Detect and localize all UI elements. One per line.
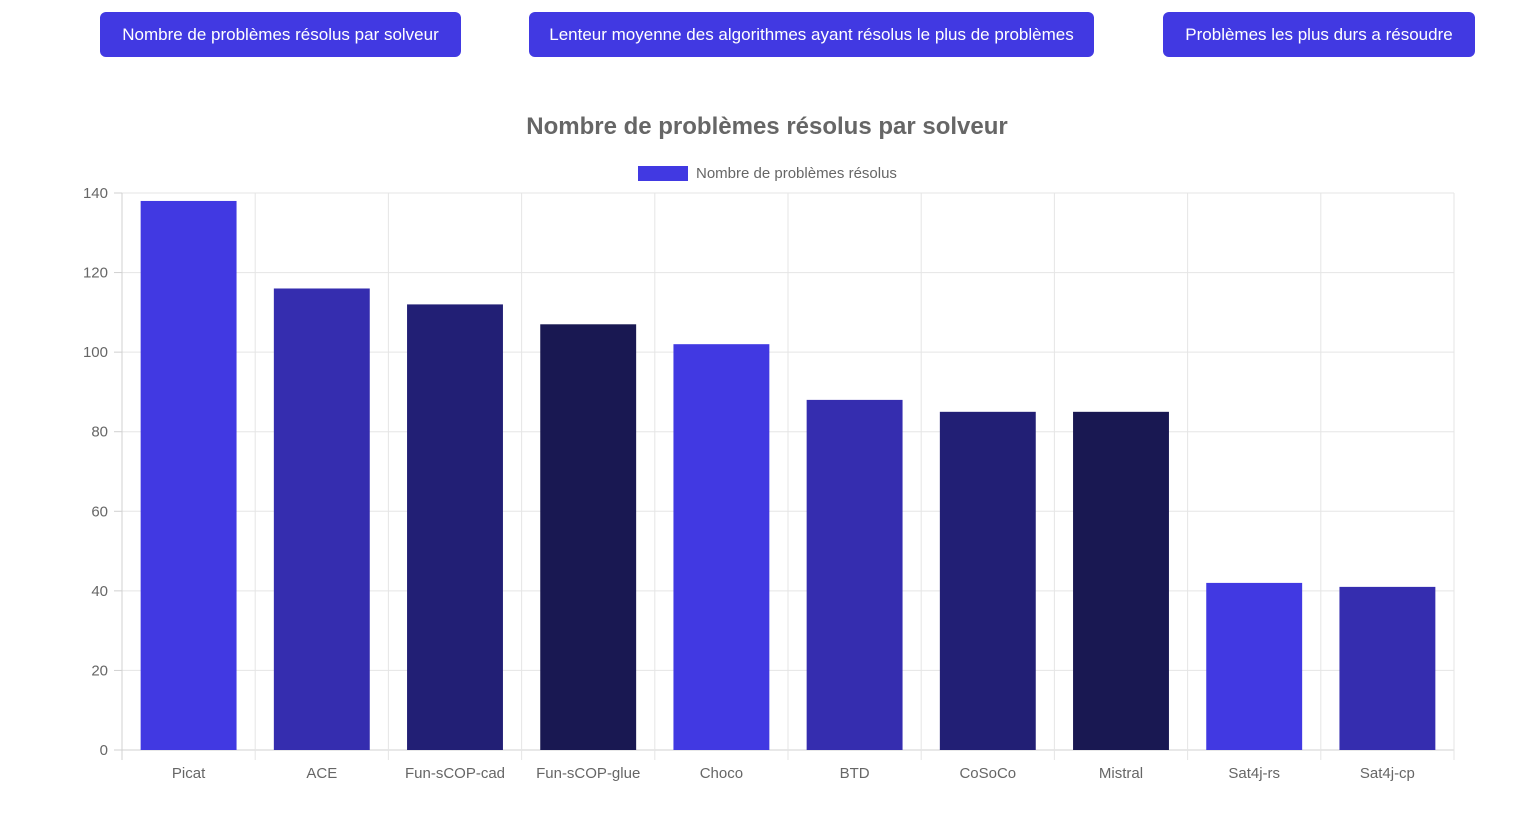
chart-legend[interactable]: Nombre de problèmes résolus — [638, 165, 897, 182]
y-tick-label: 20 — [91, 662, 108, 679]
bar-sat4j-cp — [1339, 586, 1436, 750]
bars — [140, 200, 1436, 750]
nav-button-problems-solved[interactable]: Nombre de problèmes résolus par solveur — [100, 12, 461, 57]
nav-button-hardest-problems[interactable]: Problèmes les plus durs a résoudre — [1163, 12, 1475, 57]
x-tick-label: Picat — [172, 765, 206, 782]
x-tick-label: CoSoCo — [959, 765, 1016, 782]
x-tick-label: Fun-sCOP-glue — [536, 765, 640, 782]
x-tick-label: Sat4j-cp — [1360, 765, 1415, 782]
bar-cosoco — [939, 411, 1036, 750]
x-tick-label: BTD — [840, 765, 870, 782]
x-tick-label: Fun-sCOP-cad — [405, 765, 505, 782]
bar-choco — [673, 344, 770, 750]
bar-btd — [806, 399, 903, 750]
y-tick-label: 100 — [83, 344, 108, 361]
chart-title: Nombre de problèmes résolus par solveur — [526, 113, 1008, 140]
nav-button-average-slowness[interactable]: Lenteur moyenne des algorithmes ayant ré… — [529, 12, 1094, 57]
y-tick-label: 140 — [83, 185, 108, 202]
y-tick-label: 60 — [91, 503, 108, 520]
y-tick-label: 120 — [83, 265, 108, 282]
bar-picat — [140, 200, 237, 750]
x-axis-ticks: Picat ACE Fun-sCOP-cad Fun-sCOP-glue Choco BT… — [172, 765, 1415, 782]
bar-ace — [273, 288, 370, 750]
bar-sat4j-rs — [1206, 582, 1303, 750]
x-tick-label: ACE — [306, 765, 337, 782]
bar-mistral — [1073, 411, 1169, 750]
legend-swatch — [638, 166, 688, 181]
y-tick-label: 40 — [91, 583, 108, 600]
y-tick-label: 80 — [91, 424, 108, 441]
legend-label: Nombre de problèmes résolus — [696, 165, 897, 182]
grid-lines — [114, 192, 1455, 760]
x-tick-label: Mistral — [1099, 765, 1143, 782]
y-tick-label: 0 — [100, 742, 108, 759]
x-tick-label: Choco — [700, 765, 743, 782]
x-tick-label: Sat4j-rs — [1228, 765, 1280, 782]
bar-fun-scop-glue — [540, 324, 637, 750]
y-axis-ticks: 0 20 40 60 80 100 120 140 — [83, 185, 108, 759]
bar-fun-scop-cad — [407, 304, 503, 750]
